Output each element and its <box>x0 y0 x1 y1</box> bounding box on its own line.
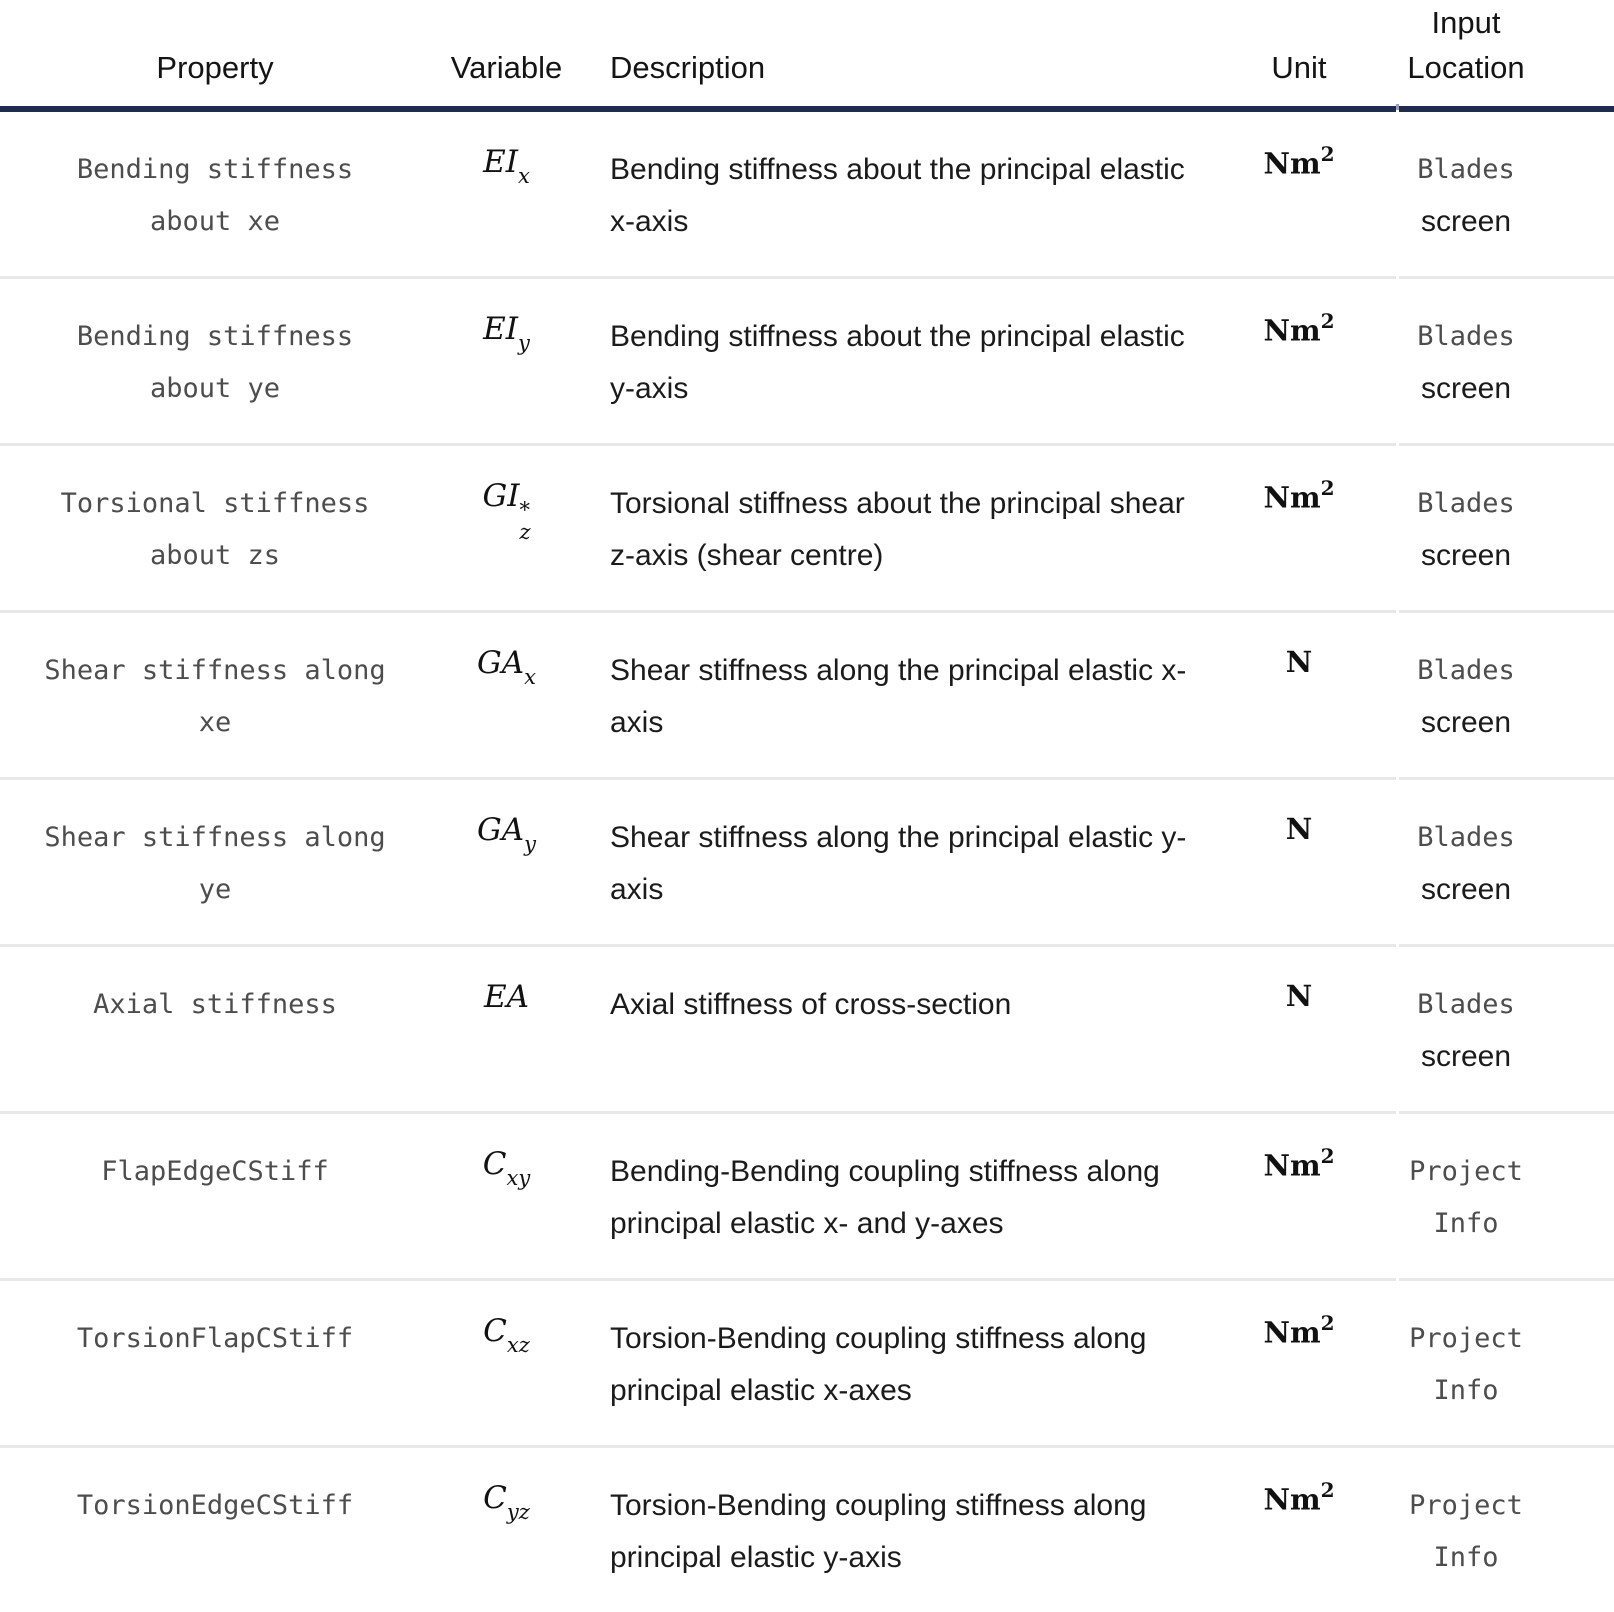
input-location-cell: Project Info <box>1409 1156 1523 1239</box>
description-cell: Bending-Bending coupling stiffness along… <box>610 1155 1160 1240</box>
description-cell: Shear stiffness along the principal elas… <box>610 654 1187 739</box>
input-location-cell: Blades screen <box>1417 488 1515 572</box>
table-row: Torsional stiffness about zs GI * z Torsio… <box>0 446 1614 613</box>
unit-cell: Nm2 <box>1263 1144 1335 1183</box>
unit-cell: N <box>1285 979 1313 1013</box>
property-cell: Torsional stiffness about zs <box>60 488 370 571</box>
column-header-unit: Unit <box>1271 50 1327 85</box>
description-cell: Torsion-Bending coupling stiffness along… <box>610 1322 1147 1407</box>
variable-cell: EI y <box>483 311 530 355</box>
property-cell: Shear stiffness along xe <box>44 655 386 738</box>
input-location-cell: Project Info <box>1409 1490 1523 1573</box>
input-location-cell: Blades screen <box>1417 321 1515 405</box>
description-cell: Shear stiffness along the principal elas… <box>610 821 1187 906</box>
property-cell: TorsionFlapCStiff <box>76 1323 354 1354</box>
table-row: Shear stiffness along xe GA x Shear stiff… <box>0 613 1614 780</box>
property-cell: TorsionEdgeCStiff <box>76 1490 354 1521</box>
property-cell: Shear stiffness along ye <box>44 822 386 905</box>
table-row: Axial stiffness EA Axial stiffness of cr… <box>0 947 1614 1114</box>
table-row: Shear stiffness along ye GA y Shear stiff… <box>0 780 1614 947</box>
property-cell: FlapEdgeCStiff <box>101 1156 329 1187</box>
unit-cell: Nm2 <box>1263 476 1335 515</box>
input-location-cell: Blades screen <box>1417 822 1515 906</box>
description-cell: Bending stiffness about the principal el… <box>610 320 1185 405</box>
unit-location-column-divider <box>1396 0 1399 1419</box>
description-cell: Torsional stiffness about the principal … <box>610 487 1185 572</box>
column-header-input-location: Input Location <box>1398 0 1614 106</box>
variable-cell: EI x <box>483 144 530 188</box>
unit-cell: Nm2 <box>1263 142 1335 181</box>
unit-cell: Nm2 <box>1263 1478 1335 1517</box>
column-header-input-location-label: Input Location <box>1407 5 1525 85</box>
description-cell: Bending stiffness about the principal el… <box>610 153 1185 238</box>
property-cell: Axial stiffness <box>93 989 337 1020</box>
input-location-cell: Blades screen <box>1417 989 1515 1073</box>
property-cell: Bending stiffness about ye <box>76 321 354 404</box>
table-row: Bending stiffness about ye EI y Bending s… <box>0 279 1614 446</box>
column-header-description: Description <box>610 50 766 85</box>
input-location-cell: Blades screen <box>1417 154 1515 238</box>
description-cell: Axial stiffness of cross-section <box>610 988 1012 1021</box>
unit-cell: Nm2 <box>1263 309 1335 348</box>
unit-cell: Nm2 <box>1263 1311 1335 1350</box>
variable-cell: GI * z <box>482 478 531 544</box>
table-row: Bending stiffness about xe EI x Bending s… <box>0 112 1614 279</box>
variable-cell: GA y <box>476 812 537 856</box>
column-header-variable: Variable <box>450 50 563 85</box>
column-header-property: Property <box>156 50 274 85</box>
unit-cell: N <box>1285 812 1313 846</box>
description-cell: Torsion-Bending coupling stiffness along… <box>610 1489 1147 1574</box>
property-cell: Bending stiffness about xe <box>76 154 354 237</box>
unit-cell: N <box>1285 645 1313 679</box>
table-header-row: Property Variable Description Unit Input… <box>0 0 1614 112</box>
input-location-cell: Blades screen <box>1417 655 1515 739</box>
variable-cell: GA x <box>477 645 536 689</box>
input-location-cell: Project Info <box>1409 1323 1523 1406</box>
variable-cell: EA <box>483 979 530 1015</box>
